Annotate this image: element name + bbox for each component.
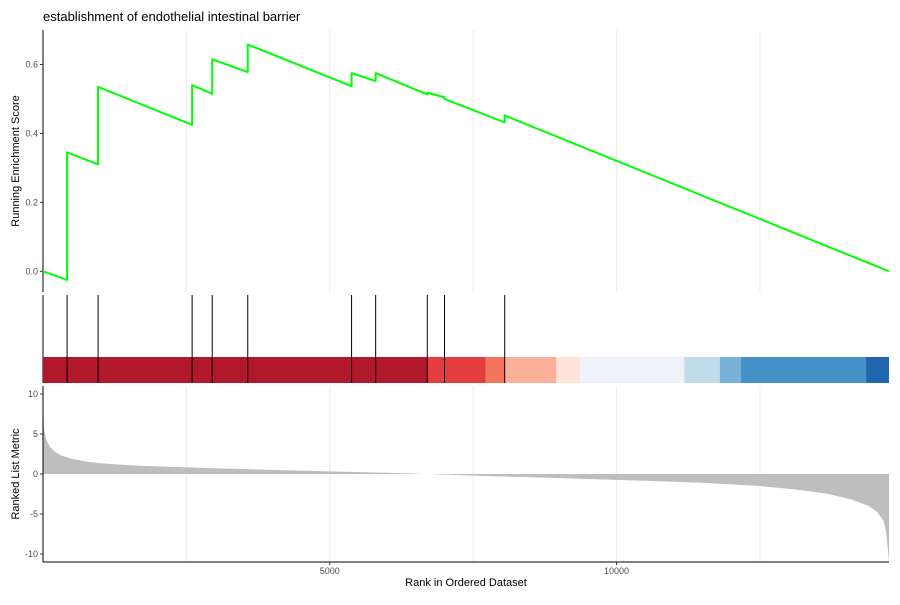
y-tick-label: -10 bbox=[25, 549, 38, 559]
ranked-metric-panel: 10 5 0 -5 -10 5000 10000 Ranked List Metric R… bbox=[10, 386, 889, 589]
running-score-y-label: Running Enrichment Score bbox=[10, 95, 22, 226]
ranking-band bbox=[684, 357, 720, 383]
running-score-gridlines bbox=[185, 30, 761, 292]
ranking-band bbox=[485, 357, 505, 383]
running-score-y-ticks: 0.0 0.2 0.4 0.6 bbox=[25, 59, 43, 276]
ranked-metric-y-ticks: 10 5 0 -5 -10 bbox=[25, 389, 43, 559]
ranking-band bbox=[504, 357, 557, 383]
y-tick-label: -5 bbox=[30, 509, 38, 519]
ranked-metric-x-ticks: 5000 10000 bbox=[320, 562, 629, 576]
y-tick-label: 0 bbox=[33, 469, 38, 479]
x-tick-label: 5000 bbox=[320, 566, 340, 576]
gene-hit-marks bbox=[66, 295, 506, 383]
ranking-band bbox=[741, 357, 867, 383]
y-tick-label: 0.2 bbox=[25, 197, 38, 207]
ranked-metric-y-label: Ranked List Metric bbox=[10, 428, 22, 520]
plot-title: establishment of endothelial intestinal … bbox=[43, 9, 301, 24]
ranking-band bbox=[427, 357, 486, 383]
ranking-band bbox=[556, 357, 581, 383]
ranked-metric-area bbox=[43, 410, 889, 562]
ranking-band bbox=[866, 357, 889, 383]
x-tick-label: 10000 bbox=[604, 566, 629, 576]
ranked-metric-x-label: Rank in Ordered Dataset bbox=[405, 577, 527, 589]
y-tick-label: 0.4 bbox=[25, 128, 38, 138]
ranking-band bbox=[580, 357, 685, 383]
y-tick-label: 5 bbox=[33, 429, 38, 439]
ranking-color-bar bbox=[43, 357, 889, 383]
ranking-band bbox=[719, 357, 742, 383]
ranking-band bbox=[43, 357, 428, 383]
y-tick-label: 0.0 bbox=[25, 266, 38, 276]
gene-hits-panel bbox=[42, 295, 889, 383]
running-score-panel: 0.0 0.2 0.4 0.6 Running Enrichment Score bbox=[10, 30, 890, 292]
y-tick-label: 0.6 bbox=[25, 59, 38, 69]
running-score-line bbox=[42, 43, 890, 281]
y-tick-label: 10 bbox=[28, 389, 38, 399]
